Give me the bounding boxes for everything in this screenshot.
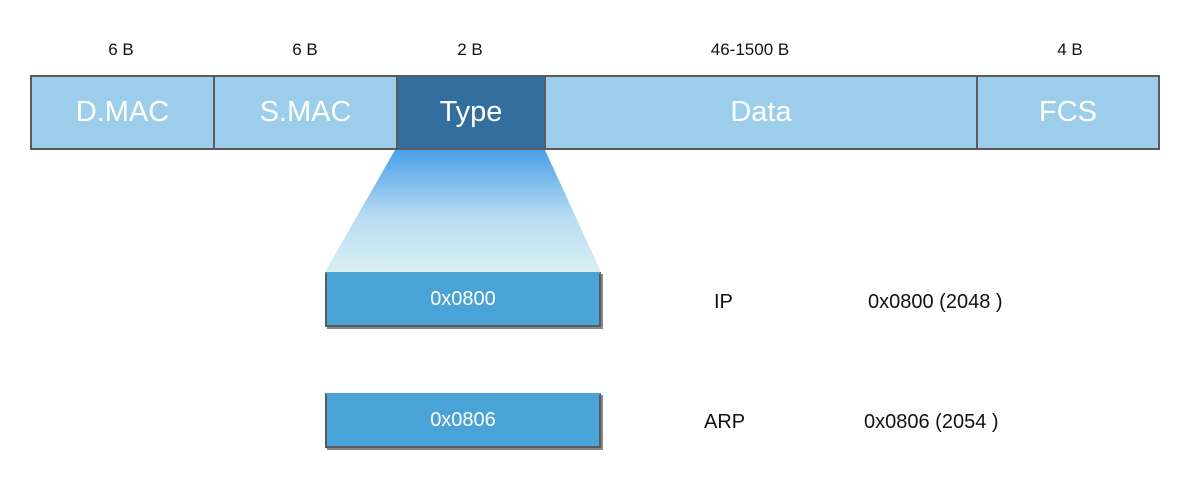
type-value-box-ip: 0x0800 [325,272,601,327]
frame-fields-row: D.MAC S.MAC Type Data FCS [30,75,1160,150]
protocol-name-ip: IP [714,291,733,313]
size-label-type: 2 B [457,40,483,59]
field-fcs: FCS [978,77,1158,148]
field-smac: S.MAC [215,77,398,148]
type-value-box-arp: 0x0806 [325,393,601,448]
size-label-smac: 6 B [292,40,318,59]
trapezoid-shape [325,150,601,272]
field-type: Type [398,77,546,148]
size-label-data: 46-1500 B [710,40,790,59]
protocol-value-arp: 0x0806 (2054 ) [864,411,999,433]
size-label-dmac: 6 B [108,40,134,59]
protocol-value-ip: 0x0800 (2048 ) [868,291,1003,313]
field-data: Data [546,77,978,148]
size-label-fcs: 4 B [1057,40,1083,59]
protocol-name-arp: ARP [704,411,746,433]
field-dmac: D.MAC [32,77,215,148]
